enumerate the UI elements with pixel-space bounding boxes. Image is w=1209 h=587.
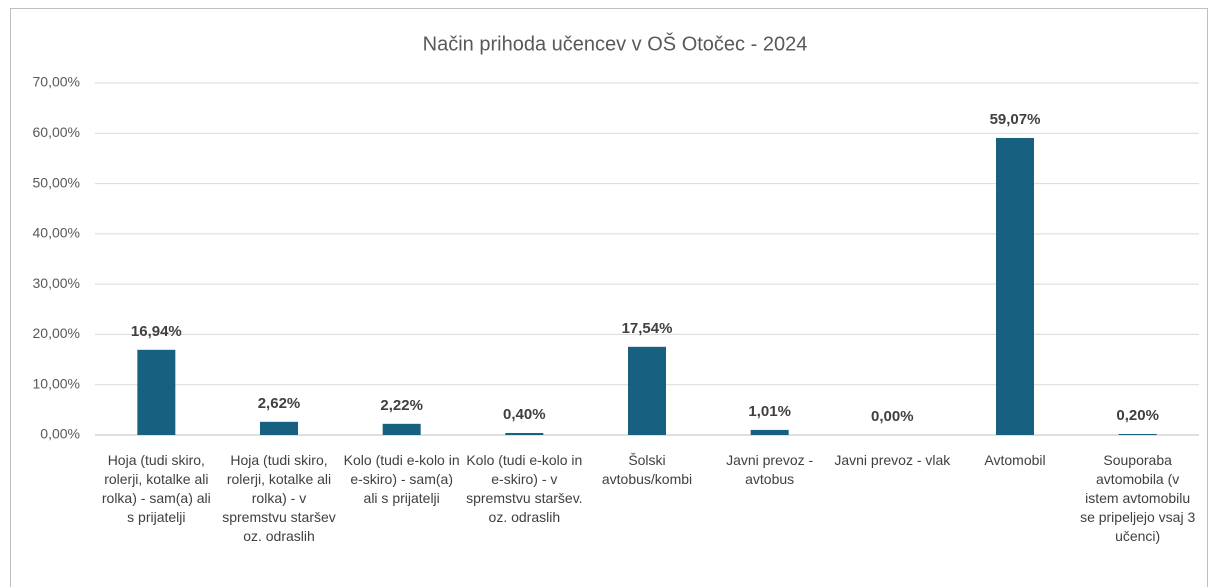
- bar: [382, 423, 421, 435]
- bar: [137, 349, 176, 435]
- y-tick-label: 50,00%: [33, 174, 80, 190]
- x-tick-label: Hoja (tudi skiro, rolerji, kotalke ali r…: [222, 452, 336, 544]
- x-tick-label: Souporaba avtomobila (v istem avtomobilu…: [1080, 452, 1196, 544]
- y-tick-label: 30,00%: [33, 275, 80, 291]
- data-label: 2,22%: [380, 397, 423, 414]
- x-tick-label: Javni prevoz - avtobus: [726, 452, 814, 487]
- data-label: 17,54%: [622, 320, 673, 337]
- bar: [260, 421, 298, 435]
- x-tick-label: Šolski avtobus/kombi: [601, 452, 693, 487]
- data-label: 0,00%: [871, 408, 914, 425]
- y-tick-label: 20,00%: [33, 325, 80, 341]
- bar: [996, 137, 1034, 435]
- y-tick-label: 70,00%: [33, 74, 80, 90]
- bar: [505, 432, 544, 435]
- data-label: 1,01%: [748, 403, 791, 420]
- x-tick-label: Javni prevoz - vlak: [834, 452, 951, 468]
- chart-title: Način prihoda učencev v OŠ Otočec - 2024: [423, 32, 808, 55]
- x-tick-label: Hoja (tudi skiro, rolerji, kotalke ali r…: [101, 452, 211, 525]
- y-tick-label: 0,00%: [40, 426, 80, 442]
- data-label: 0,40%: [503, 406, 546, 423]
- data-label: 2,62%: [258, 395, 301, 412]
- bar: [1118, 433, 1157, 435]
- y-tick-label: 40,00%: [33, 225, 80, 241]
- bar: [750, 429, 789, 435]
- y-tick-label: 10,00%: [33, 375, 80, 391]
- bar: [628, 346, 666, 435]
- data-label: 16,94%: [131, 323, 182, 340]
- x-tick-label: Kolo (tudi e-kolo in e-skiro) - sam(a) a…: [343, 452, 460, 506]
- data-label: 59,07%: [990, 111, 1041, 128]
- x-tick-label: Avtomobil: [984, 452, 1046, 468]
- x-tick-label: Kolo (tudi e-kolo in e-skiro) - v sprems…: [466, 452, 583, 525]
- data-label: 0,20%: [1116, 407, 1159, 424]
- y-tick-label: 60,00%: [33, 124, 80, 140]
